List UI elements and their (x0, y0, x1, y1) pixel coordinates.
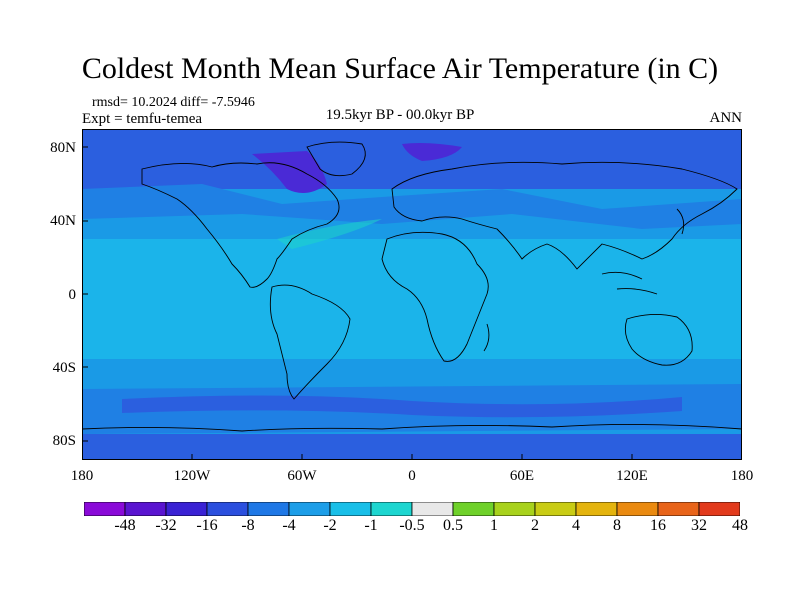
colorbar-cell (411, 502, 454, 516)
colorbar-label: 16 (650, 517, 666, 534)
north-high-lat-band (82, 129, 742, 189)
colorbar-cell (575, 502, 618, 516)
colorbar-cell (493, 502, 536, 516)
colorbar-cell (329, 502, 372, 516)
colorbar-cell (452, 502, 495, 516)
north-america-cold-anomaly (252, 151, 327, 193)
lat-label-80s: 80S (52, 433, 76, 449)
south-america-coast (269, 284, 351, 400)
time-period-label: 19.5kyr BP - 00.0kyr BP (325, 107, 475, 123)
season-label: ANN (709, 110, 743, 126)
colorbar-cell (534, 502, 577, 516)
colorbar-label: -32 (155, 517, 177, 534)
lon-label-180e: 180 (730, 468, 754, 484)
coastlines (82, 141, 742, 432)
colorbar-label: 1 (490, 517, 498, 534)
colorbar-label: -1 (364, 517, 378, 534)
tropical-band (82, 239, 742, 359)
southern-storm-band (122, 395, 682, 418)
madagascar-coast (483, 323, 490, 352)
australia-coast (624, 314, 693, 366)
scandinavia-cold-anomaly (402, 143, 462, 161)
colorbar-cell (247, 502, 290, 516)
colorbar-cell (370, 502, 413, 516)
colorbar-label: -0.5 (399, 517, 425, 534)
colorbar-cell (288, 502, 331, 516)
map-title: Coldest Month Mean Surface Air Temperatu… (81, 52, 719, 85)
colorbar-label: -4 (282, 517, 296, 534)
colorbar-label: 32 (691, 517, 707, 534)
antarctica-coast (82, 423, 742, 432)
colorbar-label: 4 (572, 517, 580, 534)
colorbar-cell (698, 502, 740, 516)
greenland-coast (306, 141, 366, 177)
japan-coast (676, 208, 685, 235)
colorbar-label: -8 (241, 517, 255, 534)
lat-label-40n: 40N (50, 213, 76, 229)
north-mid-lat-band (82, 184, 742, 229)
colorbar-label: 8 (613, 517, 621, 534)
lat-label-0: 0 (68, 287, 77, 303)
colorbar-label: 48 (732, 517, 748, 534)
colorbar-cell (616, 502, 659, 516)
temperature-map (82, 129, 742, 460)
colorbar-cell (206, 502, 249, 516)
north-america-coast (141, 162, 340, 288)
colorbar-label: -16 (196, 517, 218, 534)
colorbar-cell (84, 502, 126, 516)
lon-label-0: 0 (408, 468, 416, 484)
lon-label-60e: 60E (509, 468, 535, 484)
colorbar-label: -2 (323, 517, 337, 534)
lon-label-120w: 120W (173, 468, 211, 484)
lon-label-60w: 60W (287, 468, 317, 484)
colorbar-label: 0.5 (443, 517, 463, 534)
africa-coast (381, 231, 489, 362)
lon-label-180w: 180 (70, 468, 94, 484)
colorbar-label: -48 (114, 517, 136, 534)
colorbar-cell (165, 502, 208, 516)
eurasia-coast (391, 161, 738, 270)
north-atlantic-warm-band (277, 219, 382, 249)
rmsd-diff-stats: rmsd= 10.2024 diff= -7.5946 (92, 95, 255, 110)
colorbar (84, 502, 740, 516)
map-frame (82, 129, 742, 460)
colorbar-label: 2 (531, 517, 539, 534)
colorbar-cell (657, 502, 700, 516)
experiment-label: Expt = temfu-temea (82, 111, 203, 127)
indonesia-coast (601, 271, 658, 295)
lat-label-40s: 40S (52, 360, 76, 376)
lon-label-120e: 120E (616, 468, 648, 484)
lat-label-80n: 80N (50, 140, 76, 156)
colorbar-cell (124, 502, 167, 516)
